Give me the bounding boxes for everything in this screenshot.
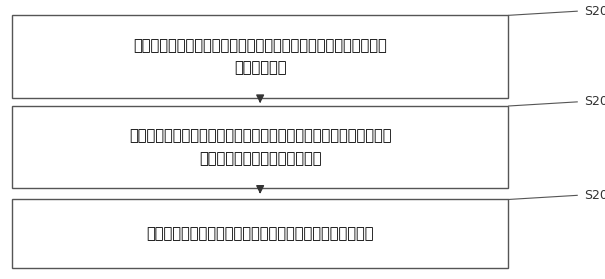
- Text: S202: S202: [584, 95, 605, 108]
- Bar: [12, 106, 508, 188]
- Text: S203: S203: [584, 189, 605, 202]
- Text: 根据特征匹配结果，得到升轨图像与降轨图像的特征偏移量: 根据特征匹配结果，得到升轨图像与降轨图像的特征偏移量: [146, 226, 374, 241]
- Bar: [12, 15, 508, 98]
- Text: 提取升轨图像的轮廓特征与降轨图像的轮廓特征中部分轮廓特征的
最小外接矩形: 提取升轨图像的轮廓特征与降轨图像的轮廓特征中部分轮廓特征的 最小外接矩形: [133, 38, 387, 75]
- Text: S201: S201: [584, 5, 605, 18]
- Text: 将升轨图像或降轨图像作为参考图像，则将另一幅图中的每个最小外
接矩形与参考图像进行特征匹配: 将升轨图像或降轨图像作为参考图像，则将另一幅图中的每个最小外 接矩形与参考图像进…: [129, 129, 391, 166]
- Bar: [12, 199, 508, 268]
